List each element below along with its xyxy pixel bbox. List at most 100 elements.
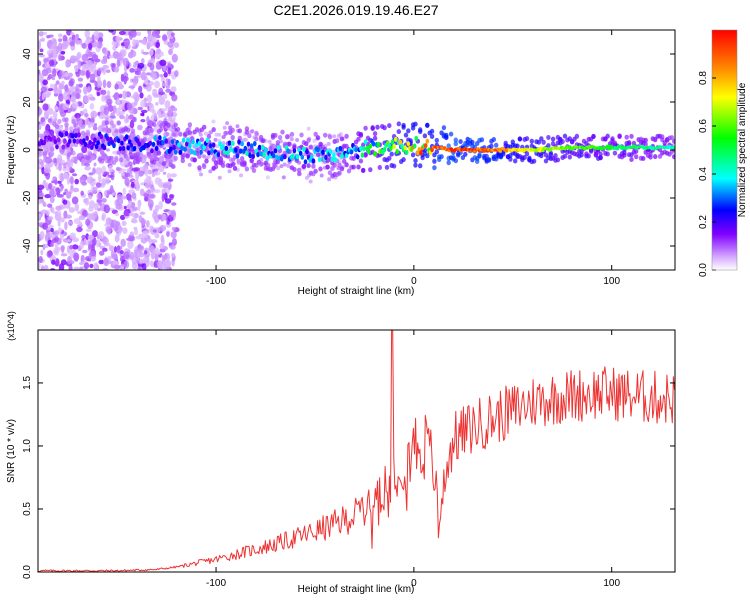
noise-blob <box>160 108 168 112</box>
noise-blob <box>172 116 176 121</box>
ridge-core <box>75 138 80 145</box>
ridge-halo <box>382 125 387 131</box>
ridge-core <box>333 157 338 163</box>
snr-y-label: SNR (10 * v/v) <box>6 419 17 483</box>
noise-blob <box>96 192 102 200</box>
ridge-core <box>197 140 202 146</box>
noise-blob <box>235 124 240 129</box>
noise-blob <box>38 90 41 99</box>
ridge-core <box>222 149 227 155</box>
ridge-halo <box>396 121 401 127</box>
noise-blob <box>116 98 121 105</box>
ridge-core <box>120 140 124 146</box>
noise-blob <box>55 80 60 85</box>
noise-blob <box>72 237 79 243</box>
noise-blob <box>133 61 137 68</box>
ridge-halo <box>539 136 544 142</box>
noise-blob <box>217 132 222 137</box>
noise-blob <box>65 214 72 219</box>
ridge-core <box>137 141 142 147</box>
noise-blob <box>166 231 170 237</box>
ridge-halo <box>323 132 328 138</box>
ridge-core <box>260 145 265 151</box>
ridge-halo <box>104 120 110 126</box>
ridge-halo <box>147 119 152 125</box>
noise-blob <box>93 162 97 167</box>
ridge-core <box>227 140 232 146</box>
ridge-core <box>191 139 195 145</box>
y-tick-label: -20 <box>22 190 33 205</box>
ridge-halo <box>204 158 209 164</box>
ridge-core <box>360 152 365 158</box>
noise-blob <box>52 210 56 215</box>
noise-blob <box>146 40 151 50</box>
noise-blob <box>158 165 165 173</box>
noise-blob <box>123 260 130 269</box>
ridge-halo <box>254 130 259 136</box>
ridge-halo <box>156 129 162 134</box>
noise-blob <box>62 172 69 180</box>
noise-blob <box>51 76 56 81</box>
ridge-core <box>419 150 423 156</box>
noise-blob <box>53 87 60 94</box>
noise-blob <box>38 107 43 116</box>
noise-blob <box>102 65 110 69</box>
ridge-core <box>395 149 400 155</box>
ridge-core <box>77 132 81 138</box>
noise-blob <box>86 176 94 184</box>
noise-blob <box>65 61 70 68</box>
ridge-halo <box>429 128 435 134</box>
ridge-core <box>286 148 290 154</box>
x-tick-label: 100 <box>603 578 620 589</box>
ridge-core <box>71 133 75 139</box>
ridge-core <box>61 144 66 150</box>
noise-blob <box>129 231 134 237</box>
noise-blob <box>53 247 60 256</box>
noise-blob <box>171 252 175 258</box>
ridge-halo <box>617 134 622 140</box>
ridge-halo <box>76 116 81 122</box>
noise-blob <box>250 129 255 134</box>
noise-blob <box>114 234 120 243</box>
ridge-halo <box>413 162 418 168</box>
noise-blob <box>305 175 309 180</box>
ridge-halo <box>515 143 520 149</box>
ridge-halo <box>555 157 561 163</box>
noise-blob <box>141 58 145 65</box>
ridge-core <box>259 151 263 157</box>
ridge-core <box>52 135 56 141</box>
ridge-halo <box>197 153 202 159</box>
colorbar: 0.0 0.2 0.4 0.6 0.8 Normalized spectral ampl… <box>698 29 748 277</box>
noise-blob <box>120 168 127 172</box>
noise-blob <box>86 212 91 220</box>
ridge-halo <box>339 166 345 172</box>
noise-blob <box>52 110 58 119</box>
ridge-halo <box>672 138 675 144</box>
ridge-halo <box>116 150 121 156</box>
noise-blob <box>74 92 81 100</box>
noise-blob <box>64 188 68 193</box>
noise-blob <box>52 68 57 78</box>
noise-blob <box>98 242 102 247</box>
ridge-core <box>183 146 187 152</box>
ridge-core <box>116 138 121 144</box>
noise-blob <box>44 243 49 248</box>
noise-blob <box>332 134 337 139</box>
noise-blob <box>56 194 64 198</box>
ridge-halo <box>453 141 458 147</box>
noise-blob <box>98 231 105 240</box>
ridge-halo <box>643 137 648 143</box>
x-tick-label: -100 <box>206 276 226 287</box>
ridge-halo <box>85 129 91 135</box>
noise-blob <box>84 30 90 39</box>
ridge-halo <box>213 164 219 170</box>
ridge-halo <box>232 166 238 171</box>
noise-blob <box>38 184 45 190</box>
ridge-halo <box>73 122 79 128</box>
noise-blob <box>83 95 90 104</box>
noise-blob <box>127 240 134 250</box>
noise-blob <box>57 42 63 52</box>
ridge-halo <box>192 157 197 163</box>
ridge-halo <box>368 167 373 173</box>
ridge-halo <box>672 154 675 160</box>
